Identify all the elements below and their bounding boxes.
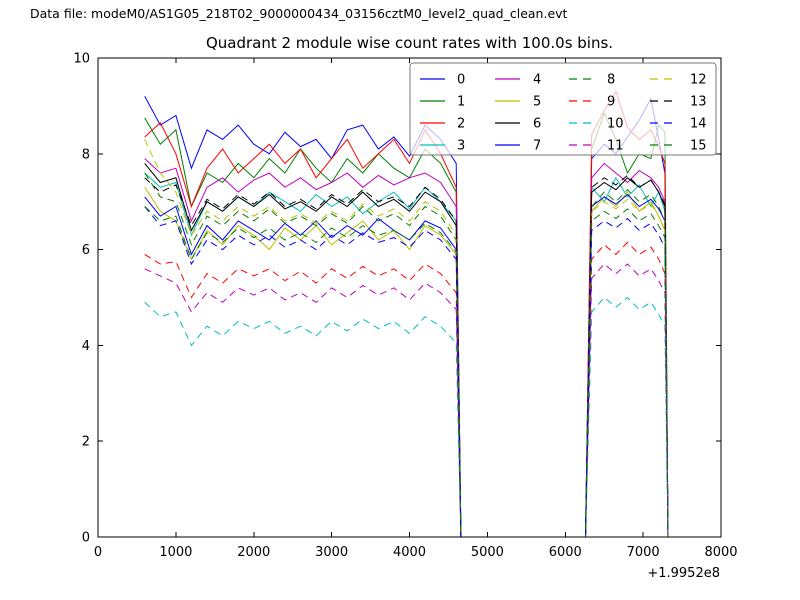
x-tick-label: 2000 — [237, 545, 270, 560]
series-line-8 — [144, 172, 669, 538]
series-line-4 — [144, 158, 669, 538]
legend-box — [409, 62, 717, 156]
legend-label-6: 6 — [533, 117, 541, 132]
y-tick-label: 0 — [82, 531, 90, 546]
x-tick-label: 5000 — [471, 545, 504, 560]
series-line-12 — [144, 139, 669, 538]
legend-label-7: 7 — [533, 139, 541, 154]
x-tick-label: 0 — [94, 545, 102, 560]
series-line-13 — [144, 174, 669, 538]
x-axis-offset-label: +1.9952e8 — [647, 566, 720, 581]
series-line-6 — [144, 163, 669, 538]
chart-title: Quadrant 2 module wise count rates with … — [205, 34, 614, 52]
series-line-1 — [144, 111, 669, 538]
legend-label-8: 8 — [607, 73, 615, 88]
legend-label-1: 1 — [457, 95, 465, 110]
legend-label-13: 13 — [690, 95, 707, 110]
x-tick-label: 7000 — [627, 545, 660, 560]
series-line-9 — [144, 241, 669, 538]
legend-label-0: 0 — [457, 73, 465, 88]
series-line-10 — [144, 296, 669, 538]
series-line-15 — [144, 206, 669, 538]
y-tick-label: 2 — [82, 435, 90, 450]
legend-label-5: 5 — [533, 95, 541, 110]
series-line-7 — [144, 193, 669, 538]
legend-label-14: 14 — [690, 117, 707, 132]
legend-label-4: 4 — [533, 73, 541, 88]
series-line-5 — [144, 187, 669, 538]
y-tick-label: 8 — [82, 147, 90, 162]
y-tick-label: 10 — [73, 52, 90, 67]
x-tick-label: 1000 — [159, 545, 192, 560]
series-line-11 — [144, 263, 669, 538]
x-tick-label: 4000 — [393, 545, 426, 560]
x-tick-label: 3000 — [315, 545, 348, 560]
legend-label-10: 10 — [607, 117, 624, 132]
x-tick-label: 6000 — [549, 545, 582, 560]
datafile-label: Data file: modeM0/AS1G05_218T02_90000004… — [30, 6, 568, 21]
legend-label-2: 2 — [457, 117, 465, 132]
y-tick-label: 4 — [82, 339, 90, 354]
legend-label-12: 12 — [690, 73, 707, 88]
y-tick-label: 6 — [82, 243, 90, 258]
legend-label-9: 9 — [607, 95, 615, 110]
x-tick-label: 8000 — [704, 545, 737, 560]
legend-label-15: 15 — [690, 139, 707, 154]
series-line-14 — [144, 206, 669, 538]
legend-label-11: 11 — [607, 139, 624, 154]
legend-label-3: 3 — [457, 139, 465, 154]
